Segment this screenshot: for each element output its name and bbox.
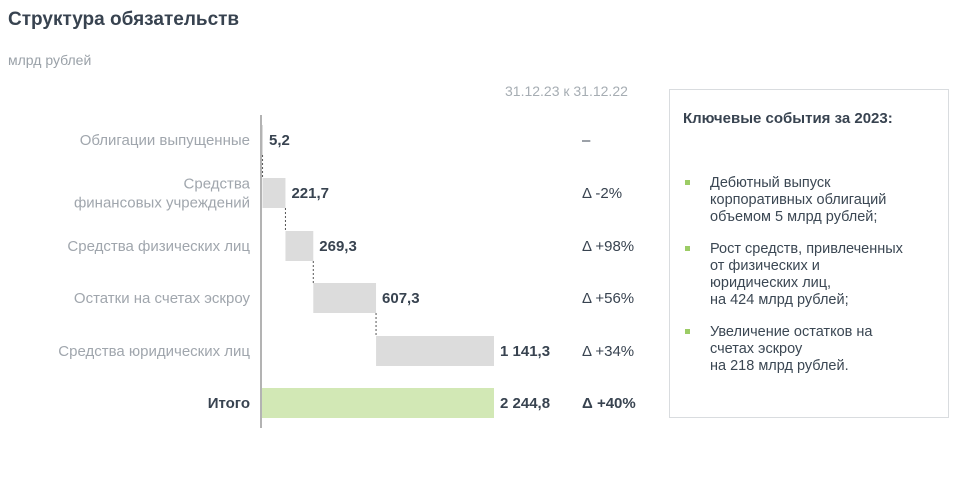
key-event-item: Дебютный выпуск корпоративных облигаций об… xyxy=(682,175,942,226)
bullet-icon xyxy=(685,180,690,185)
key-event-text-line: на 424 млрд рублей; xyxy=(710,292,849,308)
waterfall-bar xyxy=(313,283,377,313)
key-events-list: Дебютный выпуск корпоративных облигаций об… xyxy=(682,175,942,390)
bullet-icon xyxy=(685,246,690,251)
category-label: Средства юридических лиц xyxy=(58,343,250,360)
key-event-text-line: Рост средств, привлеченных xyxy=(710,241,903,257)
value-label: 1 141,3 xyxy=(500,343,550,360)
delta-label: Δ +98% xyxy=(582,238,634,255)
value-label: 5,2 xyxy=(269,132,290,149)
waterfall-bar xyxy=(262,125,263,155)
units-subtitle: млрд рублей xyxy=(8,52,92,68)
waterfall-bar xyxy=(285,231,314,261)
category-label: Средства физических лиц xyxy=(67,238,250,255)
category-label: Облигации выпущенные xyxy=(80,132,250,149)
key-event-item: Увеличение остатков на счетах эскроу на 21… xyxy=(682,324,942,375)
key-event-text-line: на 218 млрд рублей. xyxy=(710,358,849,374)
category-label: Остатки на счетах эскроу xyxy=(74,290,251,307)
waterfall-bar xyxy=(376,336,494,366)
delta-label: Δ +40% xyxy=(582,395,636,412)
key-event-text-line: корпоративных облигаций xyxy=(710,192,887,208)
delta-label: Δ +34% xyxy=(582,343,634,360)
key-event-text-line: Дебютный выпуск xyxy=(710,175,831,191)
value-label: 607,3 xyxy=(382,290,420,307)
key-event-text-line: юридических лиц, xyxy=(710,275,832,291)
value-label: 2 244,8 xyxy=(500,395,550,412)
bullet-icon xyxy=(685,329,690,334)
total-bar xyxy=(262,388,494,418)
key-event-text-line: Увеличение остатков на xyxy=(710,324,873,340)
comparison-period: 31.12.23 к 31.12.22 xyxy=(505,83,628,99)
key-event-text-line: счетах эскроу xyxy=(710,341,803,357)
delta-label: – xyxy=(582,132,591,149)
delta-label: Δ +56% xyxy=(582,290,634,307)
waterfall-chart: Облигации выпущенные 5,2 – Средства финансов… xyxy=(58,115,636,428)
key-event-item: Рост средств, привлеченных от физических … xyxy=(682,241,942,309)
value-label: 269,3 xyxy=(319,238,357,255)
key-events-title: Ключевые события за 2023: xyxy=(683,110,893,127)
total-label: Итого xyxy=(208,395,250,412)
waterfall-bar xyxy=(262,178,286,208)
category-label: финансовых учреждений xyxy=(74,195,250,212)
page-title: Структура обязательств xyxy=(8,9,240,30)
key-events-panel: Ключевые события за 2023: Дебютный выпус… xyxy=(669,89,949,418)
key-event-text-line: объемом 5 млрд рублей; xyxy=(710,209,878,225)
value-label: 221,7 xyxy=(291,185,329,202)
delta-label: Δ -2% xyxy=(582,185,622,202)
category-label: Средства xyxy=(184,176,251,193)
key-event-text-line: от физических и xyxy=(710,258,820,274)
